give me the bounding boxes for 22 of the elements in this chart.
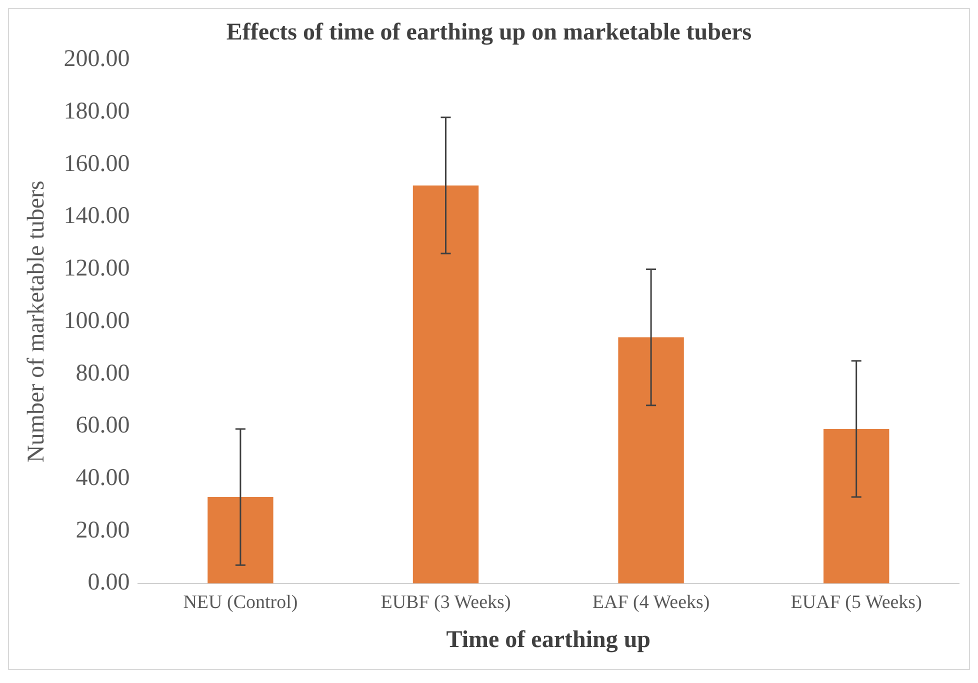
y-tick-label: 0.00 (88, 570, 130, 596)
chart-title: Effects of time of earthing up on marketable tubers (226, 20, 752, 46)
bar (618, 337, 684, 584)
x-tick-label: EUBF (3 Weeks) (380, 592, 511, 613)
y-tick-label: 60.00 (76, 412, 130, 439)
y-tick-label: 80.00 (76, 360, 130, 386)
y-tick-label: 120.00 (64, 256, 130, 282)
bar (824, 428, 890, 584)
y-tick-label: 160.00 (64, 150, 130, 177)
y-tick-label: 140.00 (64, 203, 130, 230)
x-tick-label: EAF (4 Weeks) (592, 592, 710, 613)
y-tick-label: 200.00 (64, 46, 130, 72)
y-tick-label: 100.00 (64, 308, 130, 334)
y-axis-title: Number of marketable tubers (24, 180, 50, 463)
x-tick-label: NEU (Control) (183, 592, 298, 613)
bar (208, 497, 274, 584)
y-tick-label: 40.00 (76, 464, 130, 491)
bar (412, 185, 479, 584)
x-axis-title: Time of earthing up (446, 626, 651, 653)
x-tick-label: EUAF (5 Weeks) (790, 592, 922, 613)
y-tick-label: 20.00 (76, 517, 130, 544)
y-tick-label: 180.00 (64, 98, 130, 124)
